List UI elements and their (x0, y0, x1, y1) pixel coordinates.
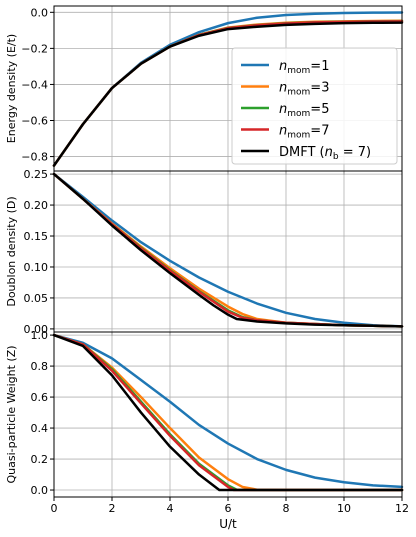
series-line-dmft (52, 172, 404, 328)
legend-label-base: n (279, 102, 287, 117)
panel-doublon: 0.00 0.05 0.10 0.15 0.20 0.25 Doublon density … (5, 168, 404, 336)
y-tick-label: 0.6 (31, 391, 49, 404)
legend-label-n1: nmom=1 (279, 59, 329, 76)
legend-label-base: n (279, 81, 287, 96)
y-tick-label: 0.00 (24, 323, 49, 336)
x-tick-label: 12 (395, 502, 409, 515)
series-line-dmft (52, 21, 404, 167)
legend-label-suffix: =1 (310, 59, 329, 74)
x-tick-label: 8 (283, 502, 290, 515)
legend-label-suffix: =3 (310, 81, 329, 96)
y-tick-label: −0.8 (21, 151, 48, 164)
panel-qpweight: 0.0 0.2 0.4 0.6 0.8 1.0 0 2 4 6 8 10 12 Quasi-particl… (5, 329, 409, 515)
legend-label-n3: nmom=3 (279, 81, 329, 98)
x-tick-label: 2 (109, 502, 116, 515)
legend-label-base: n (279, 59, 287, 74)
y-tick-label: 0.0 (31, 6, 49, 19)
x-tick-label: 4 (167, 502, 174, 515)
y-tick-label: 0.20 (24, 199, 49, 212)
legend-box (231, 47, 398, 165)
legend-label-subscript: b (333, 152, 339, 162)
series-line-dmft (52, 333, 404, 492)
legend-label-subscript: mom (287, 109, 310, 119)
x-axis-label: U/t (219, 517, 237, 531)
x-tick-label: 0 (51, 502, 58, 515)
legend-label-subscript: mom (287, 88, 310, 98)
y-tick-label: −0.4 (21, 78, 48, 91)
y-tick-label: 0.15 (24, 230, 49, 243)
legend-label-subscript: mom (287, 66, 310, 76)
series-line-n1 (52, 172, 404, 328)
y-tick-label: 1.0 (31, 329, 49, 342)
legend-label-n7: nmom=7 (279, 124, 329, 141)
legend-label-prefix: DMFT ( (279, 145, 325, 160)
y-tick-label: 0.10 (24, 261, 49, 274)
y-tick-label: 0.25 (24, 168, 49, 181)
series-line-n1 (52, 333, 404, 489)
legend-label-dmft: DMFT (nb = 7) (279, 145, 371, 162)
legend-label-base: n (325, 145, 333, 160)
y-tick-label: 0.05 (24, 292, 49, 305)
y-axis-label: Quasi-particle Weight (Z) (5, 345, 18, 483)
legend-label-n5: nmom=5 (279, 102, 329, 119)
legend-label-suffix: =7 (310, 124, 329, 139)
legend-label-subscript: mom (287, 131, 310, 141)
legend-label-base: n (279, 124, 287, 139)
y-tick-label: 0.2 (31, 453, 49, 466)
x-tick-label: 6 (225, 502, 232, 515)
x-tick-label: 10 (337, 502, 351, 515)
y-tick-label: 0.4 (31, 422, 49, 435)
legend-label-suffix: =5 (310, 102, 329, 117)
legend-label-suffix: = 7) (339, 145, 372, 160)
y-tick-label: 0.0 (31, 484, 49, 497)
y-tick-label: −0.2 (21, 42, 48, 55)
y-axis-label: Doublon density (D) (5, 196, 18, 306)
y-axis-label: Energy density (E/t) (5, 34, 18, 143)
y-tick-label: −0.6 (21, 115, 48, 128)
y-tick-label: 0.8 (31, 360, 49, 373)
